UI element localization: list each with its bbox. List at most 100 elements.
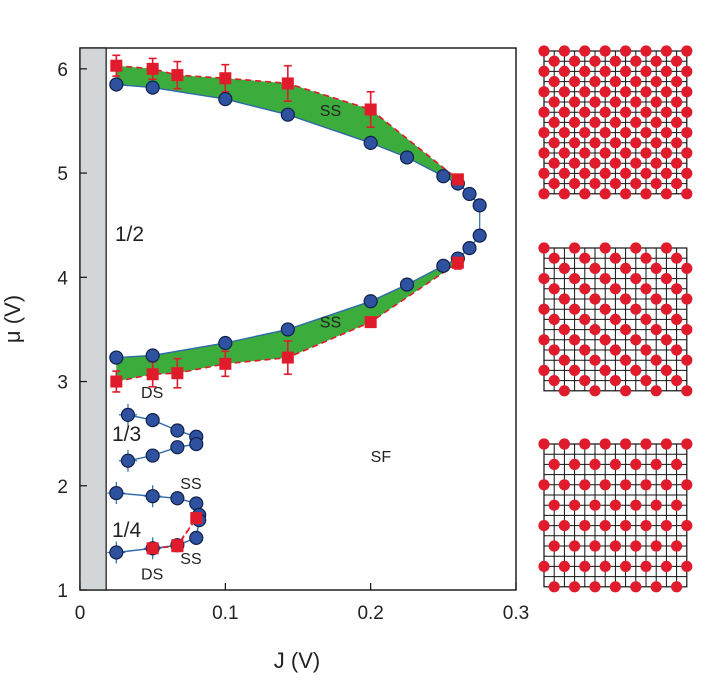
region-annotation: DS — [141, 567, 163, 584]
lattice-site-occupied — [558, 438, 571, 450]
lattice-site-occupied — [599, 127, 611, 139]
lattice-site-occupied — [671, 116, 683, 128]
lattice-site-occupied — [548, 137, 560, 149]
lattice-site-occupied — [569, 458, 581, 470]
lattice-site-occupied — [630, 540, 642, 552]
lattice-site-occupied — [620, 324, 632, 336]
lattice-site-occupied — [620, 106, 632, 118]
lattice-site-occupied — [609, 375, 622, 387]
data-point-circle — [472, 228, 487, 243]
lattice-site-occupied — [609, 283, 622, 295]
lattice-site-occupied — [620, 520, 632, 532]
lattice-site-occupied — [589, 178, 601, 190]
lattice-site-occupied — [660, 65, 673, 77]
lattice-site-occupied — [538, 334, 550, 346]
lattice-site-occupied — [589, 324, 601, 336]
lattice-site-occupied — [569, 334, 581, 346]
lattice-site-occupied — [579, 479, 591, 491]
lattice-site-occupied — [548, 252, 560, 264]
shaded-region — [79, 47, 107, 591]
lattice-site-occupied — [660, 147, 673, 159]
lattice-site-occupied — [660, 242, 673, 254]
series-line — [116, 83, 481, 206]
lattice-site-occupied — [681, 106, 693, 118]
lattice-site-occupied — [558, 560, 571, 573]
lattice-site-occupied — [599, 273, 611, 285]
lattice-site-occupied — [569, 273, 581, 285]
lattice-site-occupied — [620, 262, 632, 274]
lattice-site-occupied — [538, 242, 550, 254]
lattice-site-occupied — [609, 76, 622, 88]
lattice-site-occupied — [630, 581, 642, 593]
lattice-site-occupied — [609, 55, 622, 67]
lattice-site-occupied — [681, 560, 693, 573]
series-line — [152, 517, 197, 550]
lattice-site-occupied — [681, 127, 693, 139]
error-bars — [107, 54, 462, 564]
data-point-square — [219, 357, 232, 370]
lattice-site-occupied — [558, 354, 571, 366]
lattice-site-occupied — [589, 262, 601, 274]
lattice-site-occupied — [630, 116, 642, 128]
lattice-site-occupied — [599, 65, 611, 77]
lattice-site-occupied — [620, 293, 632, 305]
lattice-site-occupied — [589, 354, 601, 366]
lattice-site-occupied — [569, 242, 581, 254]
lattice-site-occupied — [671, 283, 683, 295]
lattice-site-occupied — [660, 127, 673, 139]
lattice-site-occupied — [671, 55, 683, 67]
data-point-square — [451, 173, 464, 186]
lattice-site-occupied — [609, 252, 622, 264]
lattice-site-occupied — [681, 520, 693, 532]
lattice-site-occupied — [548, 96, 560, 108]
x-axis-label: J (V) — [274, 648, 320, 673]
lattice-site-occupied — [620, 354, 632, 366]
lattice-site-occupied — [671, 157, 683, 169]
region-annotation: 1/3 — [112, 423, 141, 446]
lattice-site-occupied — [589, 458, 601, 470]
lattice-site-occupied — [569, 499, 581, 511]
lattice-site-occupied — [609, 581, 622, 593]
y-tick-label: 6 — [57, 60, 68, 81]
lattice-site-occupied — [538, 438, 550, 450]
lattice-site-occupied — [599, 106, 611, 118]
lattice-site-occupied — [681, 147, 693, 159]
lattice-site-occupied — [671, 313, 683, 325]
data-point-square — [146, 368, 159, 381]
lattice-site-occupied — [640, 45, 652, 57]
lattice-site-occupied — [671, 178, 683, 190]
lattice-site-occupied — [548, 55, 560, 67]
data-point-circle — [170, 491, 185, 506]
lattice-site-occupied — [558, 479, 571, 491]
lattice-site-occupied — [630, 242, 642, 254]
lattice-site-occupied — [660, 188, 673, 200]
data-point-circle — [189, 436, 204, 452]
data-point-square — [364, 103, 377, 116]
lattice-site-occupied — [579, 147, 591, 159]
lattice-site-occupied — [620, 167, 632, 179]
data-point-circle — [218, 91, 233, 107]
lattice-site-occupied — [650, 385, 662, 397]
data-point-circle — [472, 198, 487, 213]
data-point-square — [146, 62, 159, 75]
lattice-site-occupied — [630, 303, 642, 315]
lattice-site-occupied — [640, 86, 652, 98]
lattice-site-occupied — [558, 262, 571, 274]
lattice-site-occupied — [640, 106, 652, 118]
data-point-square — [171, 69, 184, 82]
lattice-site-occupied — [630, 178, 642, 190]
lattice-site-occupied — [660, 273, 673, 285]
lattice-site-occupied — [548, 581, 560, 593]
lattice-site-occupied — [671, 540, 683, 552]
y-tick-label: 1 — [57, 581, 68, 602]
lattice-site-occupied — [538, 127, 550, 139]
data-point-square — [171, 539, 184, 552]
lattice-site-occupied — [558, 324, 571, 336]
lattice-site-occupied — [681, 188, 693, 200]
x-tick-label: 0.3 — [503, 603, 529, 624]
lattice-site-occupied — [589, 499, 601, 511]
lattice-site-occupied — [660, 303, 673, 315]
data-point-circle — [280, 322, 295, 337]
lattice-site-occupied — [660, 438, 673, 450]
